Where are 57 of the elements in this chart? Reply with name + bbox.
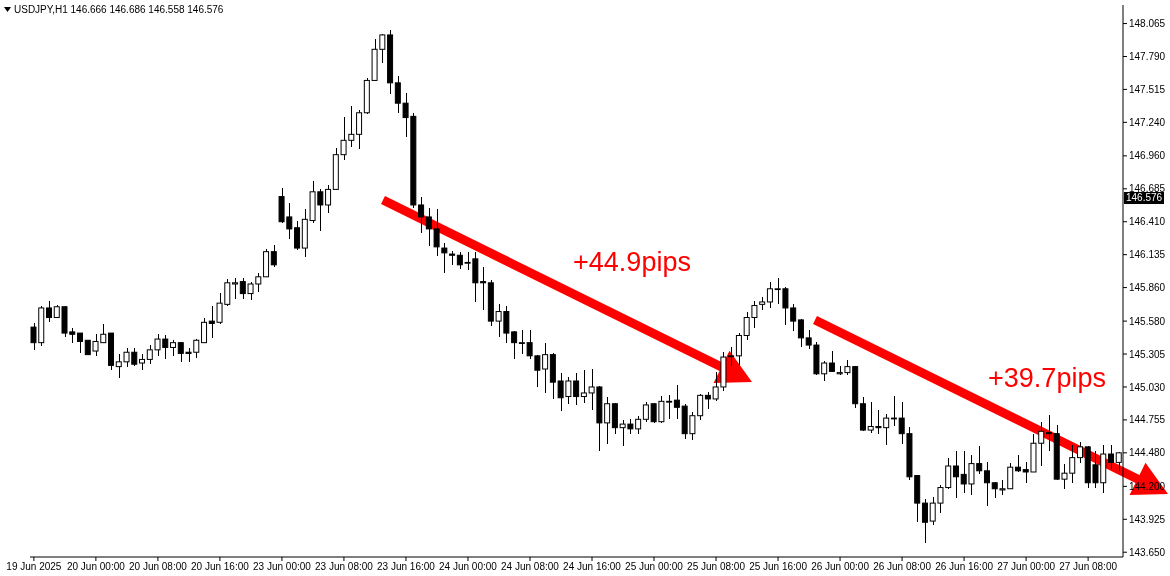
x-tick-label: 24 Jun 08:00: [501, 561, 560, 573]
y-tick-label: 144.755: [1129, 414, 1166, 426]
y-tick-label: 147.790: [1129, 51, 1166, 63]
x-tick-label: 23 Jun 08:00: [315, 561, 374, 573]
x-tick-label: 23 Jun 00:00: [253, 561, 312, 573]
candlestick: [797, 318, 804, 348]
candlestick: [46, 300, 52, 323]
x-tick-label: 24 Jun 16:00: [563, 561, 622, 573]
y-tick-label: 147.515: [1129, 83, 1166, 95]
x-tick-label: 20 Jun 08:00: [128, 561, 188, 573]
candlestick: [201, 317, 208, 344]
x-tick-label: 24 Jun 00:00: [439, 561, 498, 573]
x-tick-label: 27 Jun 08:00: [1059, 561, 1118, 573]
y-tick-label: 143.650: [1129, 546, 1166, 558]
y-tick-label: 145.580: [1129, 315, 1166, 327]
candlestick: [828, 349, 835, 373]
chart-title: USDJPY,H1 146.666 146.686 146.558 146.576: [14, 4, 224, 15]
candlestick: [952, 450, 959, 499]
y-tick-label: 145.305: [1129, 348, 1166, 360]
candlestick: [418, 196, 425, 234]
x-tick-label: 25 Jun 00:00: [625, 561, 684, 573]
y-tick-label: 146.960: [1129, 150, 1166, 162]
candlestick: [1045, 414, 1052, 452]
x-tick-label: 20 Jun 16:00: [191, 561, 250, 573]
y-tick-label: 146.410: [1129, 216, 1166, 228]
annotation: +44.9pips: [573, 246, 691, 278]
x-tick-label: 20 Jun 00:00: [66, 561, 126, 573]
candlestick: [1108, 444, 1114, 470]
candlestick: [270, 244, 277, 268]
candlestick: [921, 498, 928, 544]
x-tick-label: 25 Jun 16:00: [749, 561, 808, 573]
candlestick: [77, 331, 84, 354]
candlestick: [890, 395, 897, 427]
x-tick-label: 19 Jun 2025: [6, 561, 62, 573]
y-tick-label: 145.030: [1129, 381, 1166, 393]
y-tick-label: 147.240: [1129, 116, 1166, 128]
y-tick-label: 143.925: [1129, 513, 1166, 525]
x-tick-label: 26 Jun 00:00: [811, 561, 870, 573]
text: 146.576: [1124, 191, 1165, 204]
annotation: +39.7pips: [988, 362, 1106, 394]
candlestick: [1076, 440, 1083, 464]
x-tick-label: 26 Jun 16:00: [935, 561, 994, 573]
candlestick: [766, 281, 773, 310]
x-tick-label: 26 Jun 08:00: [873, 561, 932, 573]
x-tick-label: 23 Jun 16:00: [377, 561, 436, 573]
x-tick-label: 25 Jun 08:00: [687, 561, 746, 573]
candlestick: [232, 276, 239, 300]
y-tick-label: 146.135: [1129, 249, 1166, 261]
y-tick-label: 145.860: [1129, 282, 1166, 294]
candlestick: [325, 184, 332, 214]
y-tick-label: 144.480: [1129, 447, 1166, 459]
y-tick-label: 148.065: [1129, 18, 1166, 30]
candlestick: [735, 331, 742, 366]
x-tick-label: 27 Jun 00:00: [997, 561, 1056, 573]
candlestick: [294, 220, 301, 251]
candlestick: [983, 461, 990, 507]
candlestick: [356, 109, 363, 150]
